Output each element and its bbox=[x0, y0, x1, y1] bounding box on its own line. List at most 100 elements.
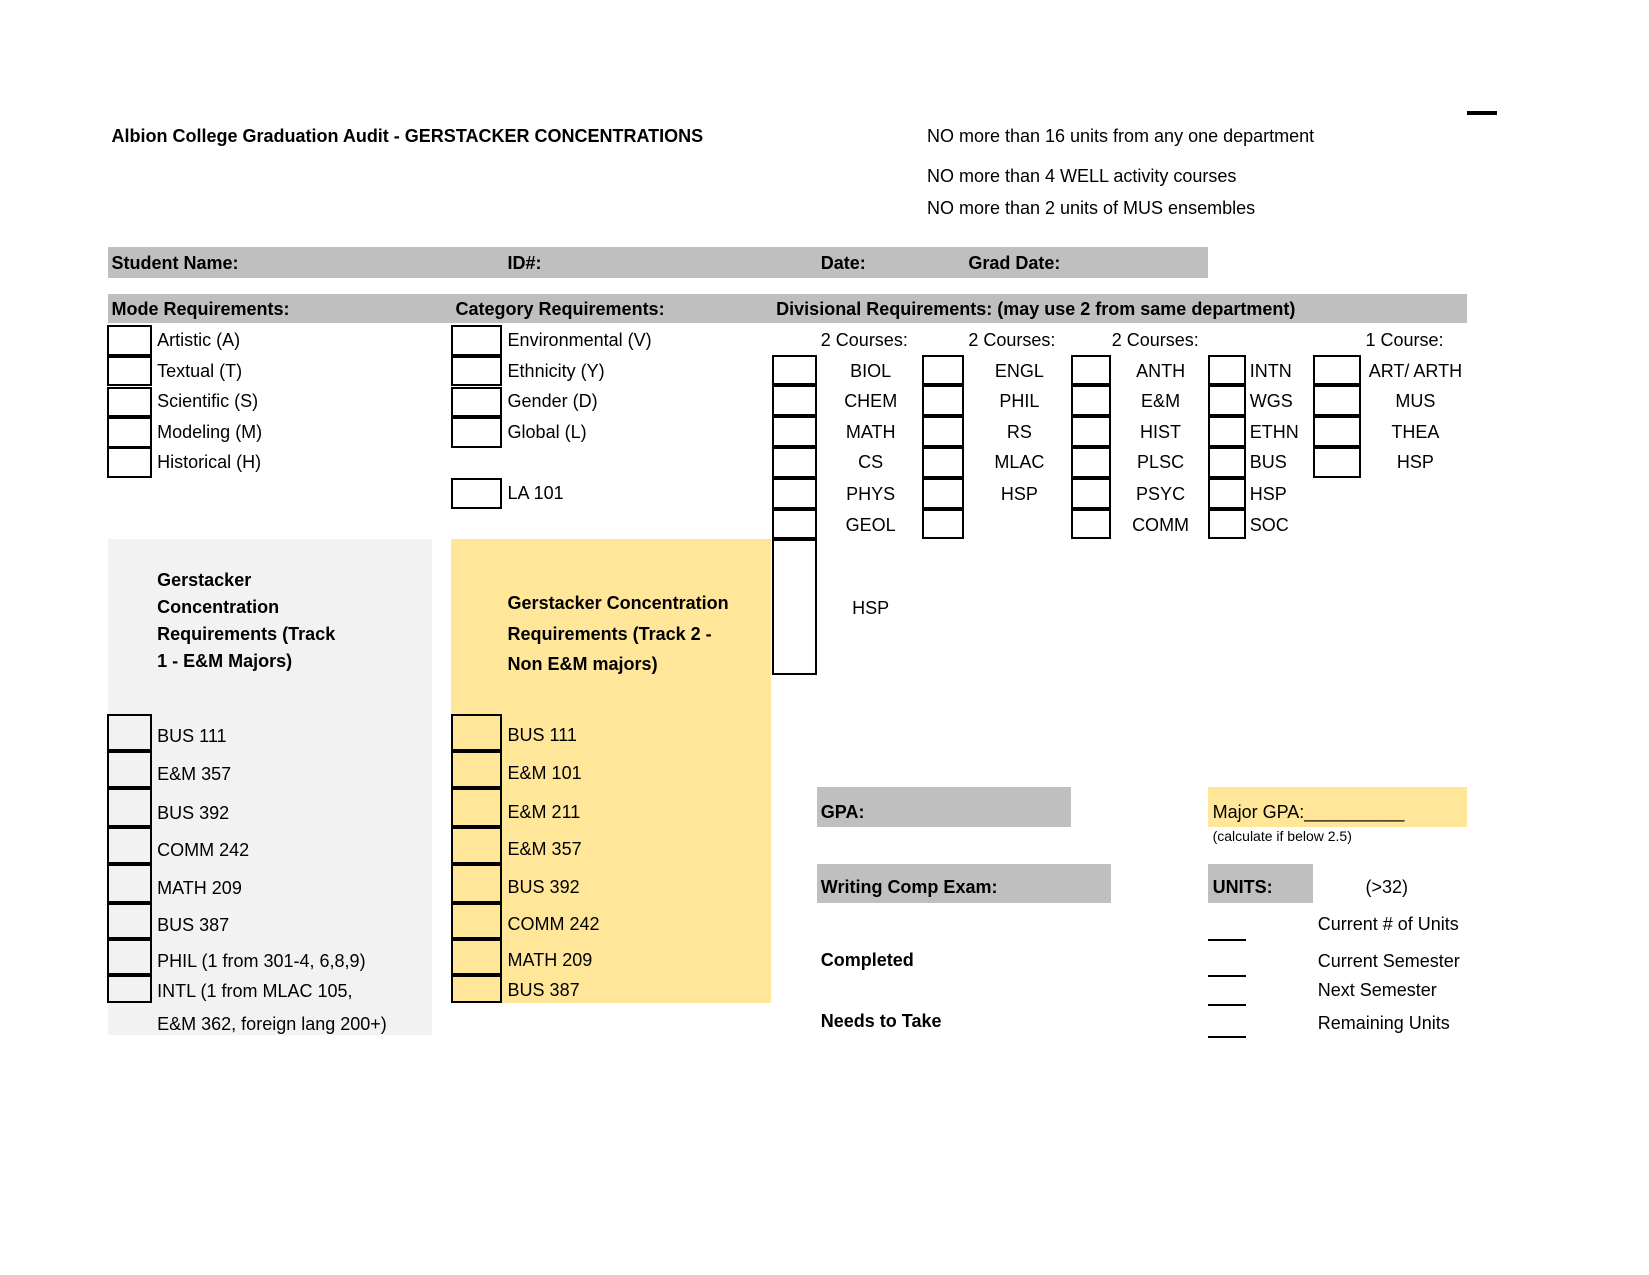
category-item: LA 101 bbox=[507, 482, 564, 503]
checkbox bbox=[451, 974, 503, 1004]
checkbox bbox=[1208, 416, 1246, 447]
checkbox bbox=[1071, 477, 1111, 509]
checkbox bbox=[1208, 385, 1246, 417]
checkbox bbox=[921, 508, 965, 540]
course: HIST bbox=[1140, 422, 1182, 443]
checkbox bbox=[451, 902, 503, 939]
course: COMM bbox=[1132, 514, 1190, 535]
course: SOC bbox=[1249, 514, 1289, 535]
track-item: BUS 392 bbox=[507, 876, 580, 897]
checkbox bbox=[1071, 385, 1111, 417]
checkbox bbox=[107, 974, 152, 1004]
checkbox bbox=[107, 750, 152, 788]
major-gpa-bar bbox=[1208, 786, 1468, 828]
checkbox bbox=[107, 447, 152, 478]
gpa-bar bbox=[816, 786, 1072, 828]
mode-item: Artistic (A) bbox=[157, 329, 241, 350]
rule: NO more than 4 WELL activity courses bbox=[926, 166, 1237, 187]
mode-item: Historical (H) bbox=[157, 451, 262, 472]
units-line: Remaining Units bbox=[1317, 1012, 1450, 1033]
course: ENGL bbox=[994, 360, 1044, 381]
track-item: E&M 101 bbox=[507, 763, 582, 783]
checkbox bbox=[771, 385, 817, 417]
major-gpa: Major GPA:__________ bbox=[1212, 802, 1405, 823]
units-minimum: (>32) bbox=[1365, 876, 1409, 897]
track-item: BUS 387 bbox=[507, 979, 580, 1000]
course: MUS bbox=[1395, 391, 1436, 412]
column-header: 2 Courses: bbox=[968, 329, 1056, 350]
course: ETHN bbox=[1249, 422, 1299, 443]
rule: NO more than 2 units of MUS ensembles bbox=[926, 198, 1256, 219]
category-item: Gender (D) bbox=[507, 391, 598, 412]
category-item: Ethnicity (Y) bbox=[507, 360, 605, 381]
units-line: Current # of Units bbox=[1317, 913, 1459, 934]
course: WGS bbox=[1249, 391, 1293, 412]
course: HSP bbox=[852, 598, 890, 619]
info-label: ID#: bbox=[507, 253, 542, 274]
track-title: Gerstacker Concentration Requirements (T… bbox=[157, 569, 336, 671]
checkbox bbox=[107, 827, 152, 865]
blank-line bbox=[1208, 974, 1246, 977]
checkbox bbox=[771, 447, 817, 478]
column-header: 1 Course: bbox=[1365, 329, 1444, 350]
checkbox bbox=[921, 385, 965, 417]
checkbox bbox=[451, 827, 503, 865]
course: ANTH bbox=[1136, 360, 1186, 381]
course: BUS bbox=[1249, 451, 1287, 472]
mode-item: Modeling (M) bbox=[157, 422, 263, 443]
checkbox bbox=[921, 477, 965, 509]
track-item: COMM 242 bbox=[157, 840, 250, 861]
course: PLSC bbox=[1137, 451, 1185, 472]
checkbox bbox=[107, 938, 152, 975]
checkbox bbox=[1313, 354, 1362, 386]
column-header: 2 Courses: bbox=[820, 329, 908, 350]
checkbox bbox=[771, 416, 817, 447]
blank-line bbox=[1208, 1036, 1246, 1039]
checkbox bbox=[451, 713, 503, 751]
track1-panel bbox=[108, 539, 433, 1036]
checkbox bbox=[1071, 416, 1111, 447]
rule: NO more than 16 units from any one depar… bbox=[926, 125, 1315, 146]
track-item: BUS 387 bbox=[157, 914, 230, 935]
checkbox bbox=[771, 354, 817, 386]
checkbox bbox=[1313, 447, 1362, 478]
section-heading: Divisional Requirements: (may use 2 from… bbox=[776, 298, 1296, 319]
track-item: INTL (1 from MLAC 105, E&M 362, foreign … bbox=[157, 980, 387, 1034]
category-item: Global (L) bbox=[507, 422, 587, 443]
checkbox bbox=[107, 355, 152, 387]
course: HSP bbox=[1000, 483, 1038, 504]
course: RS bbox=[1006, 422, 1032, 443]
writing-label: Writing Comp Exam: bbox=[820, 876, 998, 897]
checkbox bbox=[1313, 385, 1362, 417]
course: GEOL bbox=[845, 514, 896, 535]
checkbox bbox=[451, 355, 503, 387]
writing-bar bbox=[816, 864, 1111, 903]
checkbox bbox=[1208, 508, 1246, 540]
needs-label: Needs to Take bbox=[820, 1011, 942, 1032]
course: CS bbox=[858, 451, 884, 472]
track-item: MATH 209 bbox=[157, 877, 242, 898]
checkbox bbox=[451, 864, 503, 903]
checkbox bbox=[451, 787, 503, 828]
section-heading: Mode Requirements: bbox=[111, 298, 290, 319]
checkbox bbox=[1071, 354, 1111, 386]
track-item: BUS 111 bbox=[507, 724, 577, 745]
blank-line bbox=[1208, 1004, 1246, 1007]
checkbox bbox=[921, 447, 965, 478]
checkbox bbox=[107, 787, 152, 828]
dash bbox=[1467, 111, 1498, 115]
track2-panel bbox=[451, 539, 771, 1004]
checkbox bbox=[451, 417, 503, 449]
checkbox bbox=[1071, 508, 1111, 540]
title: Albion College Graduation Audit - GERSTA… bbox=[111, 125, 704, 146]
checkbox bbox=[1071, 447, 1111, 478]
track-item: E&M 211 bbox=[507, 802, 581, 823]
course: PSYC bbox=[1136, 483, 1186, 504]
course: PHYS bbox=[846, 483, 896, 504]
section-heading: Category Requirements: bbox=[455, 298, 665, 319]
units-label: UNITS: bbox=[1212, 876, 1273, 897]
course: HSP bbox=[1396, 451, 1434, 472]
checkbox bbox=[921, 354, 965, 386]
course: E&M bbox=[1141, 391, 1181, 412]
